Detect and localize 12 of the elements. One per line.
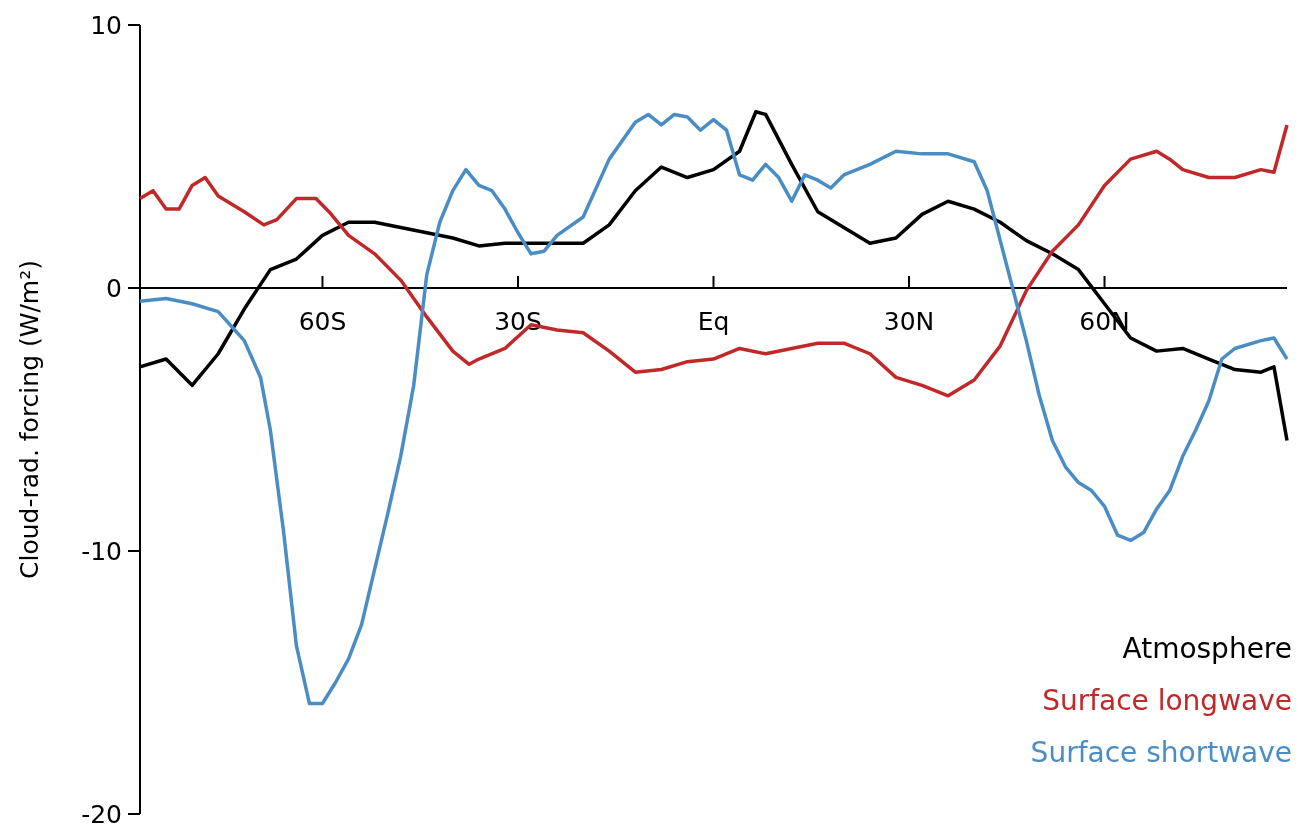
- text: Surface shortwave: [1030, 736, 1292, 769]
- text: Atmosphere: [1122, 632, 1292, 665]
- y-tick-label: -20: [81, 799, 122, 829]
- x-tick-label: 30S: [494, 307, 542, 336]
- y-tick-label: -10: [81, 536, 122, 566]
- x-tick-label: Eq: [697, 307, 730, 336]
- x-tick-label: 60S: [298, 307, 347, 336]
- y-tick-label: 10: [90, 10, 122, 40]
- x-tick-label: 30N: [883, 307, 935, 336]
- y-tick-label: 0: [106, 273, 122, 303]
- text: Surface longwave: [1042, 684, 1292, 717]
- y-axis-title: Cloud-rad. forcing (W/m²): [15, 260, 44, 579]
